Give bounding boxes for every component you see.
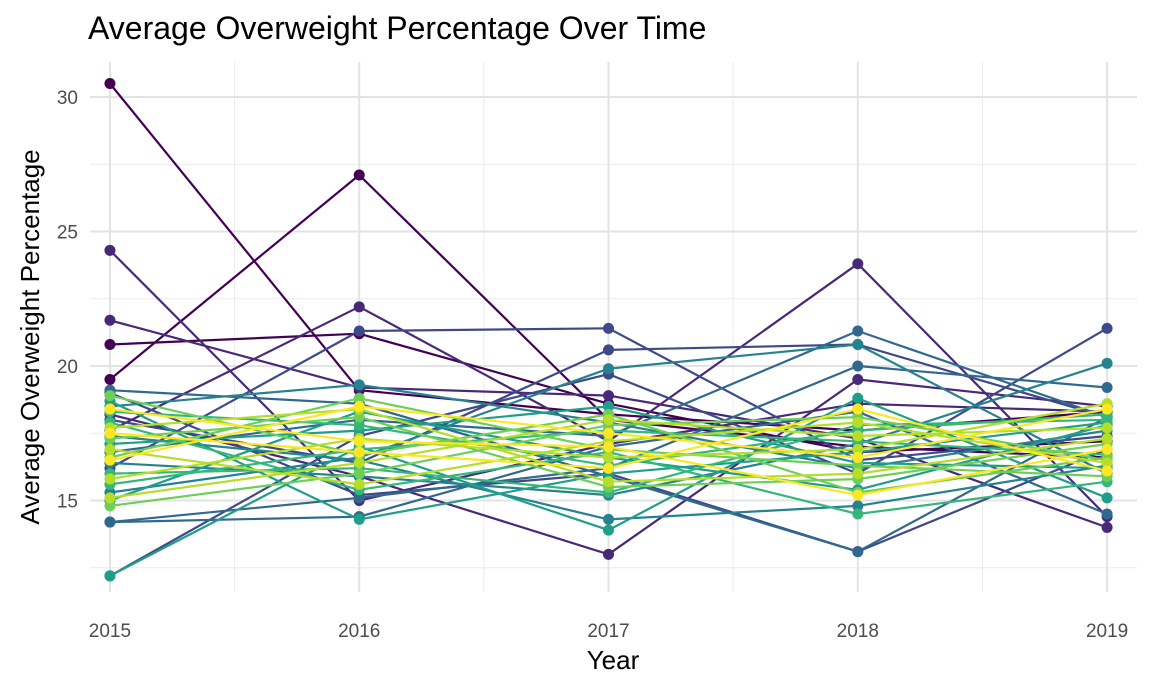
data-point [603,524,615,536]
data-point [1101,357,1113,369]
series-points [104,78,1113,582]
data-point [104,338,116,350]
data-point [353,392,365,404]
data-point [852,360,864,372]
data-point [104,500,116,512]
data-point [104,244,116,256]
data-point [353,169,365,181]
data-point [1101,433,1113,445]
data-point [603,476,615,488]
x-axis-tick-labels: 2015 2016 2017 2018 2019 [89,621,1128,642]
data-point [852,325,864,337]
data-point [104,390,116,402]
data-point [852,468,864,480]
data-point [353,400,365,412]
data-point [353,446,365,458]
data-point [603,344,615,356]
data-point [104,403,116,415]
data-point [1101,508,1113,520]
data-point [852,392,864,404]
y-tick-label: 25 [57,222,78,243]
data-point [603,441,615,453]
data-point [603,400,615,412]
data-point [603,451,615,463]
data-point [1101,382,1113,394]
data-point [603,322,615,334]
data-point [1101,322,1113,334]
data-point [852,500,864,512]
data-point [104,570,116,582]
data-point [603,513,615,525]
data-point [353,419,365,431]
data-point [353,411,365,423]
x-tick-label: 2016 [338,621,380,642]
x-tick-label: 2018 [837,621,879,642]
data-point [1101,521,1113,533]
data-point [603,548,615,560]
y-tick-label: 30 [57,88,78,109]
data-point [353,468,365,480]
y-axis-tick-labels: 15 20 25 30 [57,88,78,513]
x-tick-label: 2019 [1086,621,1128,642]
data-point [603,462,615,474]
data-point [104,443,116,455]
data-point [852,403,864,415]
data-point [104,373,116,385]
data-point [104,516,116,528]
data-point [852,460,864,472]
data-point [104,454,116,466]
data-point [852,338,864,350]
data-point [1101,403,1113,415]
data-point [1101,457,1113,469]
data-point [104,314,116,326]
x-tick-label: 2015 [89,621,131,642]
data-point [603,414,615,426]
data-point [353,492,365,504]
data-point [104,78,116,90]
data-point [603,427,615,439]
data-point [353,513,365,525]
data-point [1101,443,1113,455]
data-point [852,508,864,520]
data-point [603,390,615,402]
data-point [603,363,615,375]
data-point [852,373,864,385]
y-tick-label: 20 [57,357,78,378]
data-point [104,473,116,485]
data-point [353,478,365,490]
data-point [353,435,365,447]
y-axis-title: Average Overweight Percentage [15,149,45,524]
data-point [104,427,116,439]
chart-title: Average Overweight Percentage Over Time [88,10,706,46]
data-point [852,546,864,558]
data-point [1101,492,1113,504]
x-axis-title: Year [587,645,640,675]
y-tick-label: 15 [57,492,78,513]
data-point [353,457,365,469]
x-tick-label: 2017 [587,621,629,642]
data-point [1101,465,1113,477]
data-point [852,417,864,429]
data-point [852,451,864,463]
data-point [353,301,365,313]
data-point [852,430,864,442]
data-point [353,379,365,391]
data-point [353,325,365,337]
data-point [104,492,116,504]
data-point [852,489,864,501]
data-point [1101,422,1113,434]
data-point [852,443,864,455]
data-point [852,258,864,270]
